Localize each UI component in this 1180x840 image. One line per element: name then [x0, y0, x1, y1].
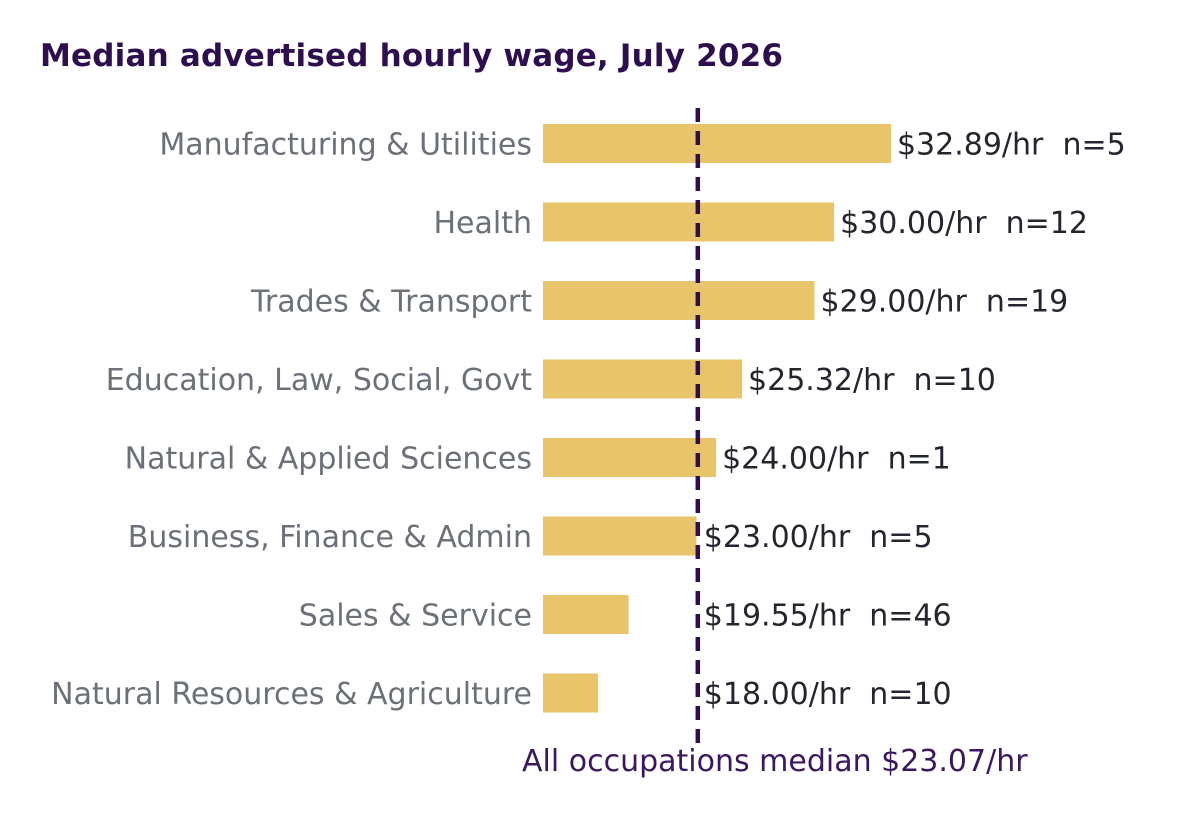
- category-label-3: Education, Law, Social, Govt: [106, 363, 533, 398]
- bar-1: [543, 202, 835, 242]
- value-label-6: $19.55/hr n=46: [704, 599, 952, 634]
- value-label-0: $32.89/hr n=5: [897, 128, 1126, 163]
- reference-line-label: All occupations median $23.07/hr: [522, 744, 1028, 779]
- bar-3: [543, 359, 743, 399]
- value-label-1: $30.00/hr n=12: [840, 206, 1088, 241]
- category-label-4: Natural & Applied Sciences: [125, 442, 532, 477]
- bar-0: [543, 124, 891, 163]
- chart-title: Median advertised hourly wage, July 2026: [40, 38, 784, 74]
- value-label-3: $25.32/hr n=10: [748, 363, 996, 398]
- value-label-2: $29.00/hr n=19: [820, 285, 1068, 320]
- bar-5: [543, 516, 697, 556]
- category-label-2: Trades & Transport: [250, 285, 532, 320]
- category-label-0: Manufacturing & Utilities: [159, 128, 532, 163]
- category-label-6: Sales & Service: [299, 599, 532, 634]
- bar-6: [543, 595, 629, 634]
- bar-4: [543, 438, 717, 477]
- category-label-5: Business, Finance & Admin: [128, 520, 532, 555]
- category-label-7: Natural Resources & Agriculture: [51, 677, 532, 712]
- bar-7: [543, 673, 599, 713]
- value-label-4: $24.00/hr n=1: [722, 442, 951, 477]
- bar-2: [543, 281, 815, 320]
- labels-layer: Manufacturing & Utilities $32.89/hr n=5 He…: [51, 128, 1126, 780]
- value-label-5: $23.00/hr n=5: [704, 520, 933, 555]
- value-label-7: $18.00/hr n=10: [704, 677, 952, 712]
- bars-layer: [543, 124, 891, 713]
- category-label-1: Health: [433, 206, 532, 241]
